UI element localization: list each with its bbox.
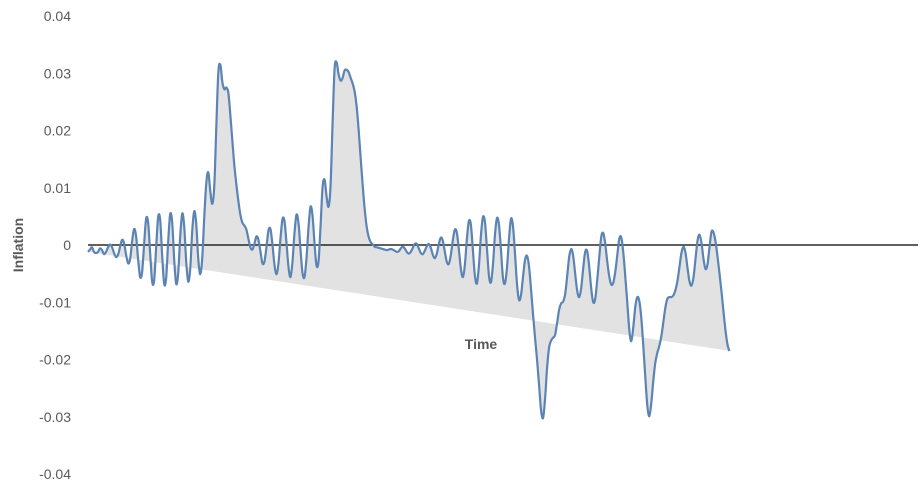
y-tick-label: 0.03 (44, 65, 71, 81)
y-axis-ticks: 0.04 0.03 0.02 0.01 0 -0.01 -0.02 -0.03 -0.04 (39, 8, 71, 482)
y-tick-label: 0.02 (44, 123, 71, 139)
y-tick-label: 0.04 (44, 8, 71, 24)
y-axis-title: Inflation (10, 218, 26, 272)
y-tick-label: -0.02 (39, 352, 71, 368)
y-tick-label: 0.01 (44, 180, 71, 196)
y-tick-label: -0.03 (39, 409, 71, 425)
y-tick-label: -0.04 (39, 466, 71, 482)
x-axis-title: Time (465, 336, 498, 352)
y-tick-label: 0 (63, 237, 71, 253)
y-tick-label: -0.01 (39, 294, 71, 310)
inflation-series-line (87, 60, 731, 420)
